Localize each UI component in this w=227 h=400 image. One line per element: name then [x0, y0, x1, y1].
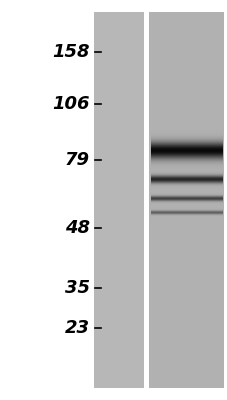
Text: 48: 48 [65, 219, 90, 237]
Text: 79: 79 [65, 151, 90, 169]
Text: 23: 23 [65, 319, 90, 337]
Text: 158: 158 [52, 43, 90, 61]
Text: 35: 35 [65, 279, 90, 297]
Text: 106: 106 [52, 95, 90, 113]
